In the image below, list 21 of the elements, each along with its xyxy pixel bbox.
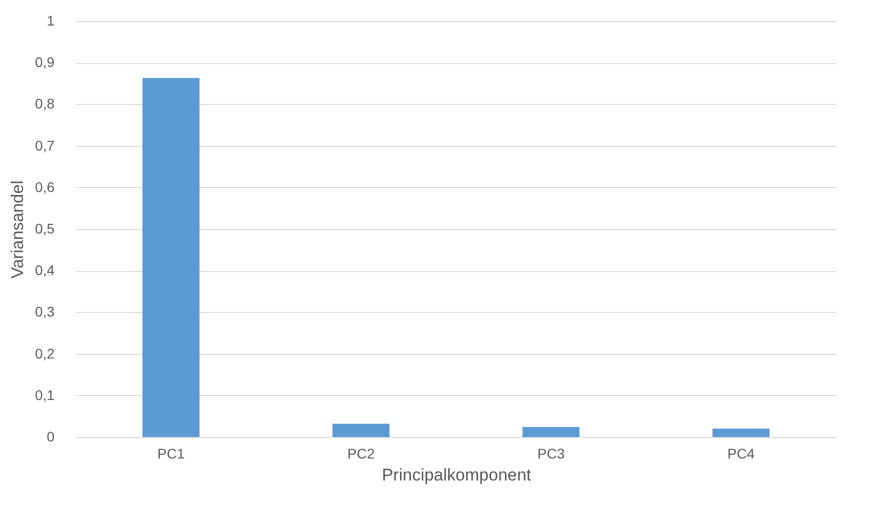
y-tick-label: 0,8 <box>35 96 55 112</box>
bar <box>142 78 200 437</box>
x-axis-title: Principalkomponent <box>382 466 532 484</box>
y-tick-label: 0,4 <box>35 262 55 278</box>
y-tick-label: 1 <box>46 12 55 28</box>
x-tick-label: PC2 <box>347 446 375 462</box>
x-tick-label: PC1 <box>157 446 185 462</box>
y-axis-title: Variansandel <box>8 180 28 278</box>
x-tick-label: PC3 <box>537 446 565 462</box>
y-tick-label: 0,7 <box>35 137 55 154</box>
y-tick-label: 0 <box>46 428 55 444</box>
y-tick-label: 0,2 <box>35 345 55 362</box>
y-tick-label: 0,3 <box>35 304 55 320</box>
bar <box>712 428 770 437</box>
bar <box>332 424 390 437</box>
bar <box>522 427 580 437</box>
y-tick-label: 0,6 <box>35 178 55 195</box>
x-tick-label: PC4 <box>727 446 755 462</box>
y-tick-label: 0,9 <box>35 54 55 70</box>
y-tick-label: 0,1 <box>35 386 55 403</box>
y-tick-label: 0,5 <box>35 220 55 236</box>
